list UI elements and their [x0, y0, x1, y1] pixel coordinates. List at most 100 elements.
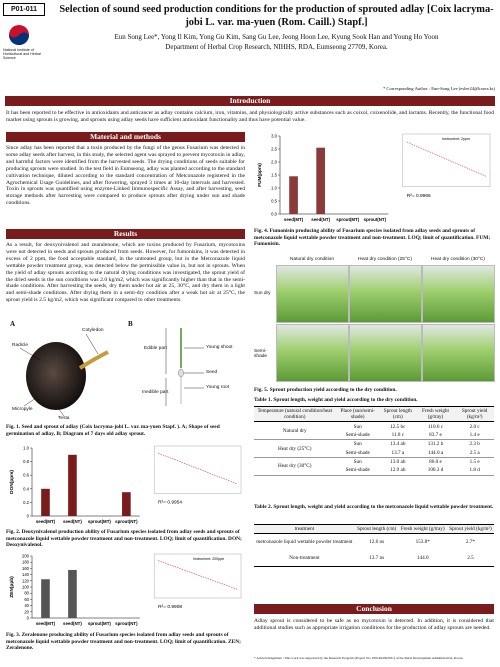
r-squared: R²= 0.9908	[158, 604, 182, 610]
x-tick-label: sprout(MT)	[336, 217, 359, 222]
x-tick-label: seed(NT)	[63, 621, 82, 626]
part-label: Edible part	[144, 346, 167, 351]
table-cell: Sun	[353, 441, 362, 448]
table-row: Semi-shade 13.7 a 144.0 a 2.5 a	[254, 448, 494, 458]
header-cell: Place (sun/semi-shade)	[335, 405, 380, 423]
y-axis-label: FUM(ppm)	[257, 163, 263, 187]
authors: Eun Song Lee*, Yong Il Kim, Yong Gu Kim,…	[114, 33, 439, 41]
table-cell: 1.5 e	[469, 459, 480, 466]
corresponding-author: * Corresponding Author : Eun-Song Lee (e…	[382, 86, 495, 91]
table-cell: 1.8 d	[455, 466, 494, 476]
instrument-note: Instrument: 200ppb	[193, 557, 224, 561]
table-cell: 12.6 ns	[369, 539, 385, 546]
table-cell: 13.0 ab	[390, 459, 406, 466]
table-row: Heat dry (25°C) Sun 13.4 ab 131.2 b 2.3 b	[254, 439, 494, 458]
header-cell: treatment	[254, 523, 355, 535]
photo	[349, 265, 422, 323]
y-tick-label: 20	[24, 609, 29, 614]
photo	[349, 324, 422, 382]
table: Temperature (natural condition/heat cond…	[254, 405, 494, 476]
part-label: Testa	[58, 416, 70, 421]
table-cell: 11.8 c	[379, 430, 416, 441]
calibration-frame	[153, 445, 242, 494]
table-cell: 13.7 ns	[354, 550, 399, 568]
figure-caption: Fig. 5. Sprout production yield accordin…	[254, 387, 397, 393]
table-cell: metconazole liquid wettable powder treat…	[256, 539, 353, 546]
table-title: Table 1. Sprout length, weight and yield…	[254, 397, 418, 403]
figure-1: A B Radicle Cotyledon Micropyle Testa Ed…	[6, 318, 245, 422]
bar	[41, 488, 50, 516]
part-label: Young shoot	[206, 345, 233, 350]
figure-2-chart: 0 0.2 0.4 0.6 0.8 1.0 DON(ppm) seed(MT) seed(NT)…	[9, 445, 242, 524]
x-tick-label: sprout(NT)	[364, 217, 387, 222]
part-label: Radicle	[12, 343, 28, 348]
row-label: Sun dry	[254, 291, 271, 296]
table-cell: 86.0 e	[429, 459, 442, 466]
column-label: Heat dry condition (25°C)	[358, 257, 412, 262]
part-label: Seed	[206, 370, 218, 375]
table-cell: 131.2 b	[427, 441, 444, 448]
r-squared: R²= 0.9954	[158, 499, 182, 505]
y-axis-label: DON(ppm)	[9, 470, 15, 494]
y-tick-label: 0.0	[271, 212, 277, 217]
photo	[276, 324, 349, 382]
calibration-line	[406, 141, 487, 177]
table-cell: 12.9 ab	[379, 466, 416, 476]
part-label: Cotyledon	[82, 328, 104, 333]
header-cell: Temperature (natural condition/heat cond…	[254, 405, 336, 423]
header-cell: Fresh weight (g/tray)	[398, 523, 447, 535]
part-label: Young root	[206, 385, 230, 390]
table-row: Natural dry Sun 12.5 bc 110.6 c 2.0 c	[254, 421, 494, 441]
bar	[289, 176, 298, 214]
y-tick-label: 100	[22, 585, 30, 590]
x-tick-label: sprout(NT)	[115, 621, 138, 626]
table: treatment Sprout length (cm) Fresh weight …	[254, 523, 494, 568]
header-row: treatment Sprout length (cm) Fresh weight …	[254, 523, 494, 535]
calibration-line	[158, 452, 238, 485]
header-cell: Sprout yield (kg/m²)	[446, 523, 494, 535]
y-tick-label: 40	[24, 603, 29, 608]
table-cell: 2.0 c	[469, 423, 480, 430]
figure-5: Natural dry condition Heat dry condition…	[254, 255, 495, 385]
x-tick-label: seed(NT)	[63, 519, 82, 524]
r-squared: R²= 0.9966	[407, 193, 431, 199]
x-tick-label: seed(MT)	[284, 217, 304, 222]
header-row: Temperature (natural condition/heat cond…	[254, 405, 494, 423]
calibration-line	[158, 560, 238, 590]
table-row: Semi-shade 11.8 c 83.7 e 1.4 e	[254, 430, 494, 441]
part-label: Micropyle	[12, 407, 33, 412]
y-tick-label: 0.4	[23, 486, 29, 491]
y-axis-label: ZEN(ppb)	[9, 576, 15, 598]
table-2: treatment Sprout length (cm) Fresh weight …	[254, 523, 494, 568]
y-tick-label: 3.0	[271, 134, 277, 139]
instrument-note: Instrument: 2ppm	[442, 137, 470, 141]
table-cell: 2.5 a	[455, 448, 494, 458]
bar	[68, 454, 77, 516]
y-tick-label: 1.0	[271, 186, 277, 191]
x-tick-label: sprout(MT)	[88, 621, 111, 626]
table-cell: Semi-shade	[335, 430, 380, 441]
table-row: metconazole liquid wettable powder treat…	[254, 534, 494, 551]
photo	[422, 324, 495, 382]
y-tick-label: 0.8	[23, 459, 29, 464]
table-cell: 83.7 e	[415, 430, 456, 441]
methods-text: Since adlay has been reported that a tox…	[6, 145, 245, 207]
section-heading: Conclusion	[254, 604, 494, 614]
table-cell: 110.6 c	[427, 423, 444, 430]
y-tick-label: 0.6	[23, 473, 29, 478]
part-label: Inedible part	[142, 390, 169, 395]
table-row: Semi-shade 12.9 ab 100.3 d 1.8 d	[254, 466, 494, 476]
x-tick-label: sprout(NT)	[115, 519, 138, 524]
bar	[41, 579, 50, 618]
y-tick-label: 2.5	[271, 147, 277, 152]
bar	[316, 147, 325, 214]
header-cell: Sprout yield (kg/m²)	[455, 405, 494, 423]
table-cell: 12.5 bc	[390, 423, 406, 430]
header-cell: Sprout length (cm)	[354, 523, 399, 535]
calibration-frame	[402, 133, 491, 187]
header-cell: Sprout length (cm)	[379, 405, 416, 423]
poster-code: P01-011	[3, 3, 45, 16]
table-cell: 2.7*	[465, 539, 475, 546]
